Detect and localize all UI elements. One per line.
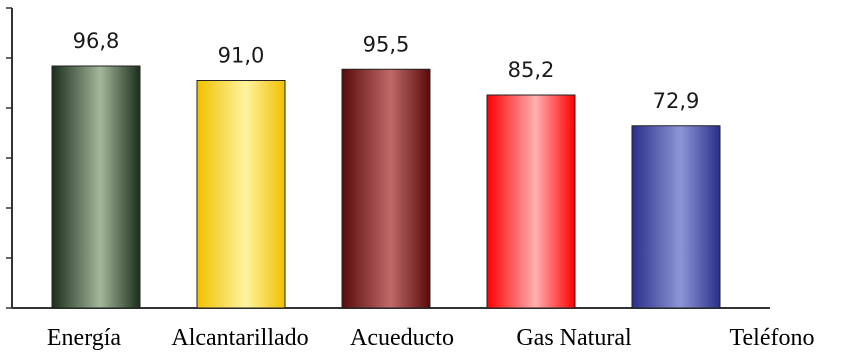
category-label: Energía: [47, 325, 122, 351]
bar-1: [51, 65, 141, 309]
value-label: 91,0: [218, 44, 265, 68]
category-label: Teléfono: [730, 325, 815, 351]
category-label: Alcantarillado: [171, 325, 308, 351]
category-label: Acueducto: [350, 325, 454, 351]
bar-4: [486, 94, 576, 309]
value-label: 96,8: [73, 29, 120, 53]
category-label: Gas Natural: [516, 325, 632, 351]
value-label: 85,2: [508, 58, 555, 82]
bar-3: [341, 68, 431, 309]
value-label: 95,5: [363, 32, 410, 56]
bar-2: [196, 80, 286, 309]
category-labels: Energía Alcantarillado Acueducto Gas Natura…: [47, 325, 815, 351]
bar-5: [631, 125, 721, 309]
value-labels: 96,8 91,0 95,5 85,2 72,9: [73, 29, 700, 113]
value-label: 72,9: [653, 89, 700, 113]
bars: [51, 65, 721, 309]
